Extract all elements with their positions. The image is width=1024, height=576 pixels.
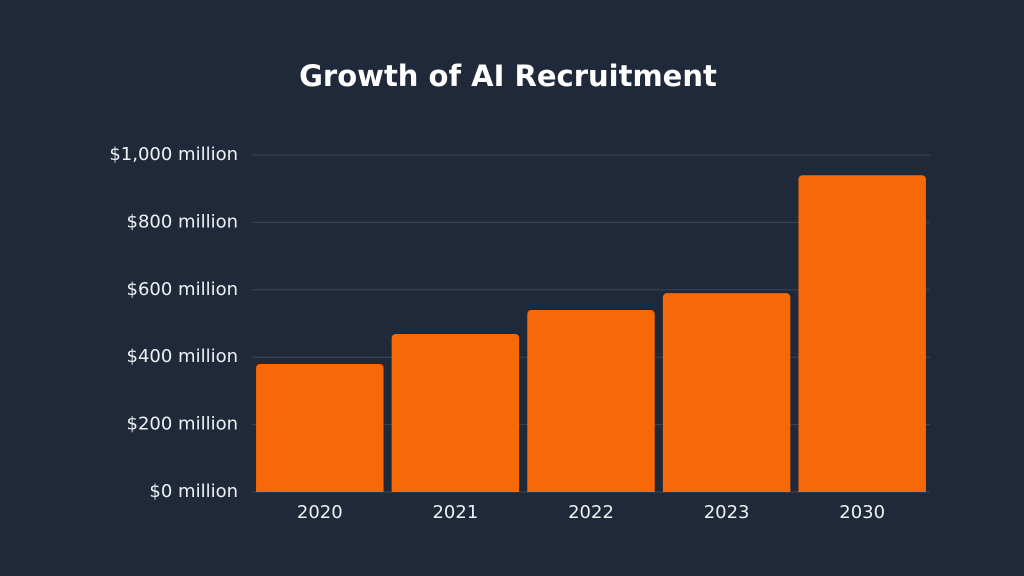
- bar-base: [527, 486, 655, 492]
- bar: [662, 293, 791, 492]
- y-tick-label: $200 million: [127, 414, 239, 435]
- bar-base: [662, 486, 791, 492]
- bar-base: [391, 486, 520, 492]
- bar: [391, 333, 520, 492]
- bar-base: [256, 486, 384, 492]
- x-tick-label: 2022: [568, 502, 614, 523]
- y-tick-label: $0 million: [149, 481, 238, 502]
- x-tick-label: 2023: [704, 502, 750, 523]
- bar: [798, 175, 926, 492]
- x-tick-label: 2020: [297, 502, 343, 523]
- x-tick-label: 2030: [839, 502, 885, 523]
- bar: [527, 310, 655, 492]
- y-tick-label: $400 million: [127, 346, 239, 367]
- x-tick-label: 2021: [432, 502, 478, 523]
- bar-base: [798, 486, 926, 492]
- y-tick-label: $600 million: [127, 279, 239, 300]
- bar: [256, 363, 384, 492]
- y-tick-label: $800 million: [127, 211, 239, 232]
- y-tick-label: $1,000 million: [109, 144, 238, 165]
- chart-title: Growth of AI Recruitment: [299, 59, 717, 93]
